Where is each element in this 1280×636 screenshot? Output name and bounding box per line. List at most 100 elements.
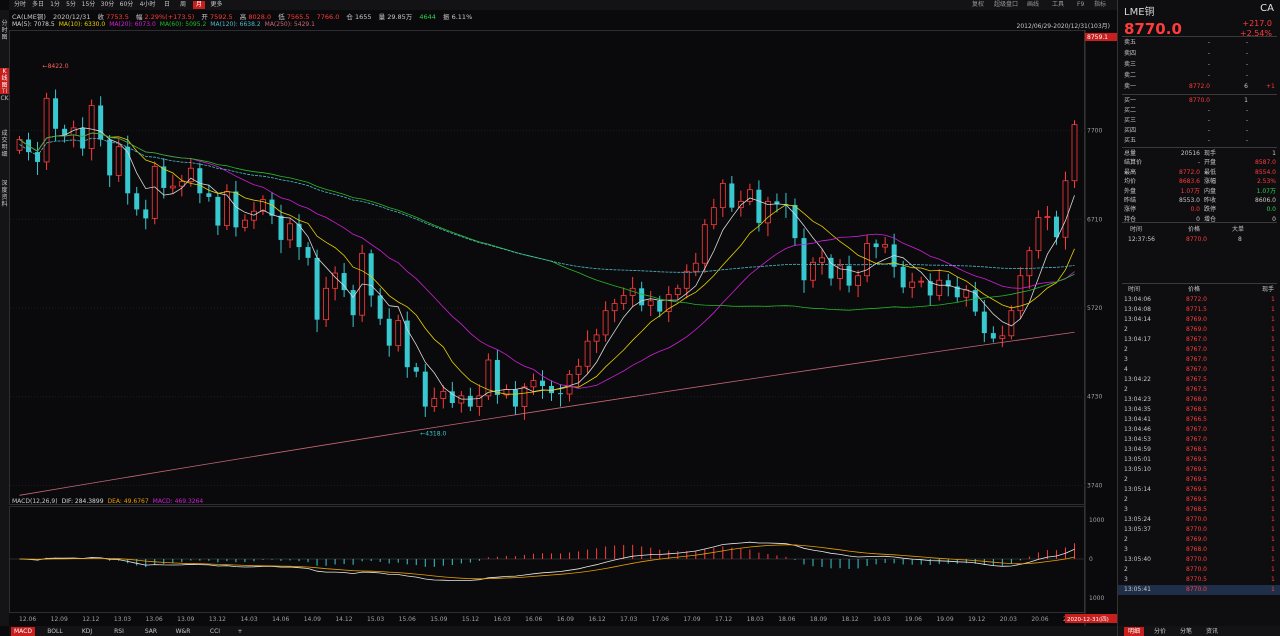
stat-value: 1.07万 xyxy=(1180,187,1200,195)
tick-row[interactable]: 2 8769.0 1 xyxy=(1118,535,1280,545)
period-10[interactable]: 月 xyxy=(193,1,205,9)
period-1[interactable]: 多日 xyxy=(31,1,44,8)
price-tick-2: 5720 xyxy=(1087,305,1102,312)
tick-row[interactable]: 13:04:23 8768.0 1 xyxy=(1118,395,1280,405)
period-3[interactable]: 5分 xyxy=(66,1,76,8)
period-8[interactable]: 日 xyxy=(163,1,170,8)
indicator-tab-3[interactable]: RSI xyxy=(114,628,124,635)
panel-tab-3[interactable]: 资讯 xyxy=(1205,628,1218,635)
x-tick-6: 13.12 xyxy=(209,616,226,623)
tick-row[interactable]: 13:04:46 8767.0 1 xyxy=(1118,425,1280,435)
open-value: 7592.5 xyxy=(209,13,233,21)
panel-tabs: 明细 分价 分笔 资讯 xyxy=(1118,626,1280,636)
period-7[interactable]: 4小时 xyxy=(139,1,156,8)
indicator-tab-7[interactable]: + xyxy=(237,628,243,635)
tick-row[interactable]: 13:04:35 8768.5 1 xyxy=(1118,405,1280,415)
stat-label: 持仓 xyxy=(1124,215,1137,223)
period-9[interactable]: 周 xyxy=(179,1,186,8)
toolbar-tool-3[interactable]: 工具 xyxy=(1052,1,1065,8)
ma120-line xyxy=(19,137,1075,273)
indicator-tab-6[interactable]: CCI xyxy=(209,628,221,635)
period-2[interactable]: 1分 xyxy=(50,1,60,8)
tick-row[interactable]: 13:04:53 8767.0 1 xyxy=(1118,435,1280,445)
tick-row[interactable]: 13:05:24 8770.0 1 xyxy=(1118,515,1280,525)
x-tick-2: 12.12 xyxy=(82,616,99,623)
tick-time: 13:04:53 xyxy=(1124,436,1151,443)
x-tick-8: 14.06 xyxy=(272,616,289,623)
candle-75 xyxy=(692,262,699,272)
tick-row[interactable]: 13:05:01 8769.5 1 xyxy=(1118,455,1280,465)
indicator-tab-4[interactable]: SAR xyxy=(144,628,158,635)
candle-99 xyxy=(909,281,916,288)
tick-row[interactable]: 13:05:37 8770.0 1 xyxy=(1118,525,1280,535)
toolbar-tool-4[interactable]: F9 xyxy=(1077,1,1085,8)
indicator-tab-1[interactable]: BOLL xyxy=(47,628,63,635)
panel-tab-1[interactable]: 分价 xyxy=(1153,628,1166,635)
ticks-header: 时间 价格 现手 xyxy=(1128,286,1275,293)
tick-row[interactable]: 13:04:41 8766.5 1 xyxy=(1118,415,1280,425)
left-tab-0[interactable]: 分时图 xyxy=(1,20,8,41)
period-6[interactable]: 60分 xyxy=(119,1,134,8)
tick-row[interactable]: 13:05:40 8770.0 1 xyxy=(1118,555,1280,565)
ask-row: 卖一 8772.0 6 +1 xyxy=(1118,82,1280,92)
candle-80 xyxy=(737,200,744,209)
macd-tick-1: 0 xyxy=(1089,556,1093,563)
bar-date: 2020/12/31 xyxy=(52,13,91,21)
left-tab-1[interactable]: K线图 xyxy=(0,68,9,94)
tick-row[interactable]: 13:04:22 8767.5 1 xyxy=(1118,375,1280,385)
period-0[interactable]: 分时 xyxy=(13,1,26,8)
stat-label: 总量 xyxy=(1124,150,1137,157)
left-tab-3[interactable]: 成交明细 xyxy=(1,130,8,158)
tick-row[interactable]: 13:05:14 8769.5 1 xyxy=(1118,485,1280,495)
left-tab-4[interactable]: 深度资料 xyxy=(1,180,8,208)
stat-label: 涨幅 xyxy=(1204,178,1217,186)
x-tick-19: 17.03 xyxy=(620,616,637,623)
indicator-tab-5[interactable]: W&R xyxy=(175,628,191,635)
tick-row[interactable]: 13:05:10 8769.5 1 xyxy=(1118,465,1280,475)
tick-row[interactable]: 3 8770.5 1 xyxy=(1118,575,1280,585)
panel-tab-0[interactable]: 明细 xyxy=(1124,627,1144,636)
tick-row[interactable]: 13:04:14 8769.0 1 xyxy=(1118,315,1280,325)
candle-78 xyxy=(719,183,726,209)
tick-row[interactable]: 2 8769.0 1 xyxy=(1118,325,1280,335)
tick-row[interactable]: 13:04:06 8772.0 1 xyxy=(1118,295,1280,305)
indicator-tab-0[interactable]: MACD xyxy=(11,627,35,636)
left-tab-2[interactable]: TICK xyxy=(0,88,9,102)
toolbar-tool-2[interactable]: 画线 xyxy=(1027,1,1040,8)
tick-row[interactable]: 13:04:59 8768.5 1 xyxy=(1118,445,1280,455)
tick-row[interactable]: 2 8767.5 1 xyxy=(1118,385,1280,395)
tick-row[interactable]: 13:05:41 8770.0 1 xyxy=(1118,585,1280,595)
macd-legend: MACD(12,26,9) DIF: 284.3899 DEA: 49.6767 MA… xyxy=(12,498,207,505)
tick-row[interactable]: 2 8769.5 1 xyxy=(1118,495,1280,505)
candle-59 xyxy=(549,385,555,394)
tick-time: 13:04:14 xyxy=(1124,316,1151,323)
kline-chart[interactable]: 3740 4730 5720 6710 7700 8759.1 1000 0 1000 ←8422… xyxy=(9,10,1117,626)
toolbar-tool-1[interactable]: 超级盘口 xyxy=(994,1,1019,8)
tick-row[interactable]: 4 8767.0 1 xyxy=(1118,365,1280,375)
tick-row[interactable]: 13:04:17 8767.0 1 xyxy=(1118,335,1280,345)
tick-row[interactable]: 3 8767.0 1 xyxy=(1118,355,1280,365)
tick-vol: 1 xyxy=(1271,576,1275,583)
bid-label: 买五 xyxy=(1124,137,1137,144)
ma-legend-2: MA(20): 6073.0 xyxy=(109,21,156,28)
ask-vol: 6 xyxy=(1244,83,1248,90)
candle-13 xyxy=(134,193,140,210)
panel-tab-2[interactable]: 分笔 xyxy=(1179,628,1192,635)
candle-34 xyxy=(323,287,329,321)
toolbar-tool-0[interactable]: 复权 xyxy=(972,1,985,8)
tick-row[interactable]: 3 8768.0 1 xyxy=(1118,545,1280,555)
tick-row[interactable]: 2 8767.0 1 xyxy=(1118,345,1280,355)
tick-row[interactable]: 2 8769.5 1 xyxy=(1118,475,1280,485)
indicator-tab-2[interactable]: KDJ xyxy=(81,628,93,635)
extra-value: 4644 xyxy=(419,13,436,21)
toolbar-tool-5[interactable]: 指标 xyxy=(1094,1,1107,8)
ask-price: - xyxy=(1207,61,1210,68)
tick-row[interactable]: 13:04:08 8771.5 1 xyxy=(1118,305,1280,315)
big-order-row: 12:37:56 8770.0 8 xyxy=(1128,236,1242,243)
tick-row[interactable]: 3 8768.5 1 xyxy=(1118,505,1280,515)
period-4[interactable]: 15分 xyxy=(81,1,96,8)
tick-row[interactable]: 2 8770.0 1 xyxy=(1118,565,1280,575)
ma-legend-4: MA(120): 6638.2 xyxy=(210,21,261,28)
period-11[interactable]: 更多 xyxy=(210,1,223,8)
period-5[interactable]: 30分 xyxy=(100,1,115,8)
